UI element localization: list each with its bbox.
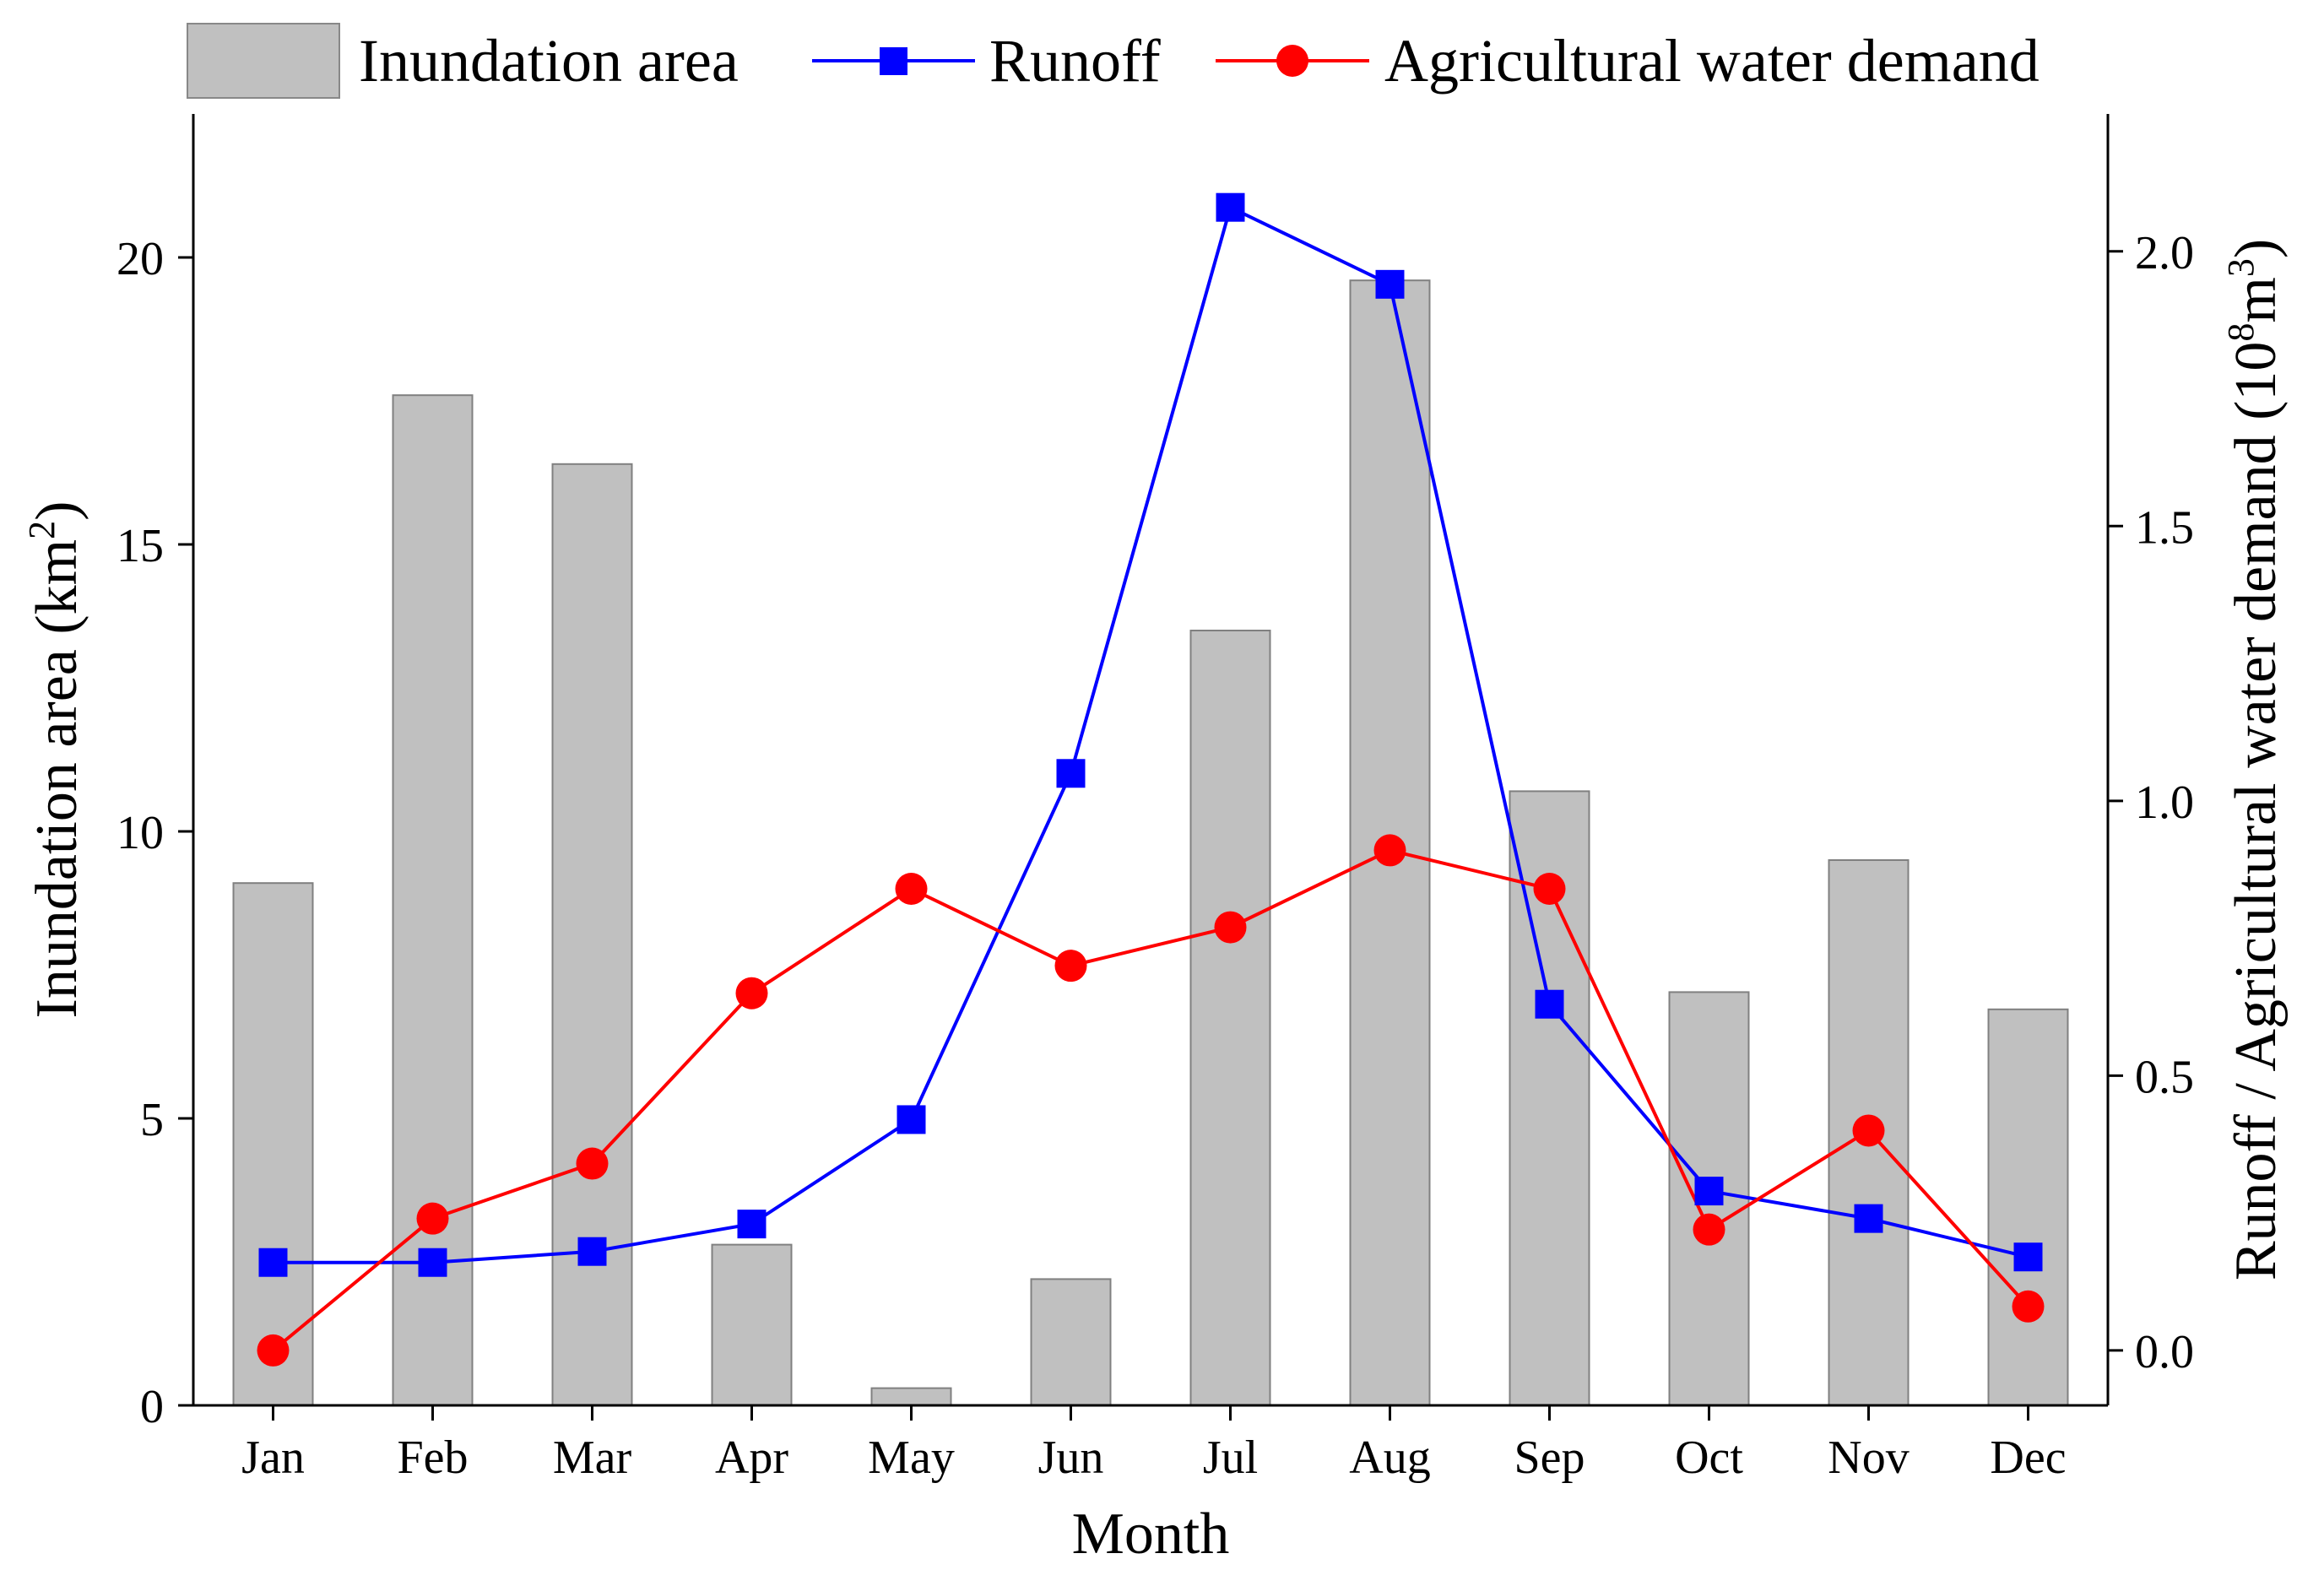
y-axis-left-title-base: Inundation area (km [24, 539, 89, 1019]
bar-may [870, 1387, 952, 1406]
x-tick-label-aug: Aug [1349, 1432, 1430, 1484]
legend-marker-agricultural-water-demand [1276, 45, 1308, 77]
x-tick-label-apr: Apr [715, 1432, 788, 1484]
marker-agricultural-water-demand-sep [1533, 873, 1566, 905]
y-left-tick-label-20: 20 [116, 233, 164, 285]
marker-runoff-dec [2013, 1242, 2043, 1272]
y-axis-right-title-end: ) [2224, 239, 2289, 258]
bar-jun [1030, 1278, 1112, 1407]
marker-agricultural-water-demand-nov [1852, 1114, 1885, 1147]
y-axis-left-title: Inundation area (km2) [21, 501, 89, 1019]
marker-agricultural-water-demand-aug [1373, 834, 1406, 867]
x-tick-label-jul: Jul [1203, 1432, 1258, 1484]
bar-jul [1189, 630, 1271, 1406]
x-tick-label-feb: Feb [398, 1432, 469, 1484]
x-axis-ticks: Jan Feb Mar Apr May Jun Jul Aug Sep Oct Nov Dec [241, 1405, 2067, 1484]
axes-frame [192, 114, 2110, 1407]
legend-label-inundation-area: Inundation area [359, 27, 739, 95]
marker-runoff-aug [1375, 269, 1405, 299]
marker-agricultural-water-demand-dec [2012, 1290, 2045, 1323]
y-axis-left-title-superscript: 2 [21, 521, 62, 539]
line-agricultural-water-demand [272, 848, 2029, 1352]
x-tick-label-jan: Jan [241, 1432, 305, 1484]
y-axis-left-ticks: 0 5 10 15 20 [116, 233, 193, 1433]
marker-runoff-feb [418, 1248, 447, 1277]
x-tick-label-oct: Oct [1675, 1432, 1743, 1484]
y-axis-right-title-superscript-2: 3 [2220, 258, 2262, 277]
legend-label-runoff: Runoff [989, 27, 1161, 95]
marker-runoff-may [897, 1105, 926, 1134]
marker-agricultural-water-demand-may [895, 873, 928, 905]
x-tick-label-jun: Jun [1038, 1432, 1104, 1484]
y-axis-right-title-superscript-1: 8 [2220, 323, 2262, 342]
x-tick-label-may: May [868, 1432, 955, 1484]
marker-agricultural-water-demand-jun [1054, 950, 1087, 982]
marker-runoff-apr [737, 1210, 767, 1239]
marker-runoff-jul [1216, 192, 1245, 222]
marker-agricultural-water-demand-feb [416, 1202, 449, 1235]
y-left-tick-label-15: 15 [116, 520, 164, 572]
marker-agricultural-water-demand-apr [735, 977, 768, 1010]
y-right-tick-label-0.0: 0.0 [2135, 1326, 2194, 1378]
y-right-tick-label-0.5: 0.5 [2135, 1051, 2194, 1103]
bar-apr [711, 1243, 793, 1406]
bar-feb [392, 394, 474, 1407]
x-tick-label-dec: Dec [1990, 1432, 2066, 1484]
bar-jan [232, 882, 314, 1406]
y-left-tick-label-0: 0 [140, 1381, 164, 1433]
y-axis-right-ticks: 0.0 0.5 1.0 1.5 2.0 [2108, 227, 2194, 1378]
x-axis-title: Month [1072, 1502, 1230, 1567]
marker-runoff-jun [1056, 759, 1086, 788]
legend: Inundation area Runoff Agricultural wate… [187, 23, 2040, 99]
y-right-tick-label-2.0: 2.0 [2135, 227, 2194, 279]
marker-runoff-nov [1854, 1204, 1883, 1233]
legend-label-agricultural-water-demand: Agricultural water demand [1384, 27, 2040, 95]
marker-agricultural-water-demand-jul [1214, 911, 1247, 944]
bar-series-inundation-area [232, 279, 2069, 1407]
legend-marker-runoff [880, 47, 907, 75]
x-tick-label-mar: Mar [553, 1432, 632, 1484]
marker-runoff-sep [1535, 989, 1564, 1019]
x-tick-label-sep: Sep [1514, 1432, 1585, 1484]
marker-runoff-jan [258, 1248, 288, 1277]
y-right-tick-label-1.5: 1.5 [2135, 501, 2194, 554]
line-series-group [257, 192, 2045, 1367]
x-tick-label-nov: Nov [1828, 1432, 1909, 1484]
y-right-tick-label-1.0: 1.0 [2135, 777, 2194, 829]
y-left-tick-label-10: 10 [116, 807, 164, 859]
marker-agricultural-water-demand-jan [257, 1334, 290, 1367]
marker-agricultural-water-demand-oct [1693, 1213, 1725, 1246]
y-axis-left-title-end: ) [24, 501, 89, 521]
marker-runoff-oct [1694, 1177, 1724, 1206]
y-axis-right-title-base: Runoff / Agricultural water demand (10 [2224, 342, 2289, 1281]
bar-dec [1987, 1008, 2069, 1407]
marker-runoff-mar [577, 1237, 607, 1266]
y-axis-right-title: Runoff / Agricultural water demand (108m… [2220, 239, 2289, 1280]
y-axis-right-title-unit: m [2224, 277, 2289, 322]
marker-agricultural-water-demand-mar [576, 1147, 609, 1180]
y-left-tick-label-5: 5 [140, 1094, 164, 1146]
legend-swatch-inundation-area [187, 23, 340, 99]
line-runoff [273, 204, 2029, 1264]
